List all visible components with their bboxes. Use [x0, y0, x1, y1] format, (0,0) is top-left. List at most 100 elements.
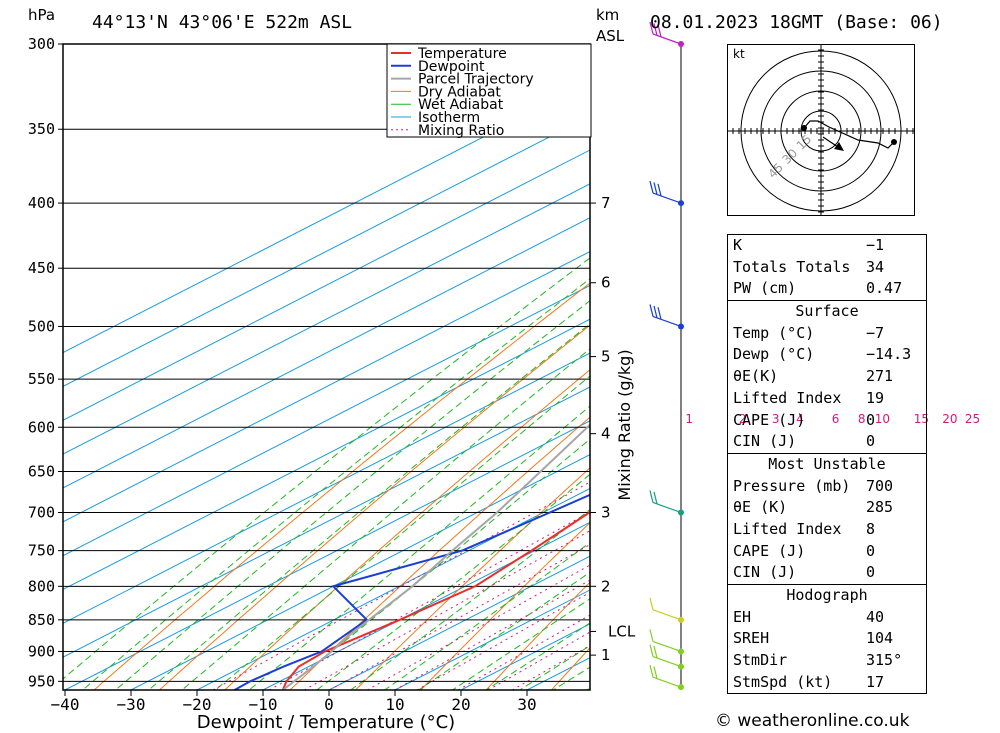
index-label: Temp (°C): [733, 323, 815, 342]
index-value: 0: [866, 410, 876, 429]
index-label: Lifted Index: [733, 519, 842, 538]
wet-adiabat-line: [451, 598, 590, 690]
pressure-tick-label: 400: [28, 194, 55, 212]
isotherm-line: [262, 521, 590, 690]
isotherm-line: [63, 352, 590, 624]
index-label: Dewp (°C): [733, 345, 815, 364]
index-label: CAPE (J): [733, 541, 806, 560]
isotherm-line: [63, 81, 590, 354]
indices-row: Totals Totals 34: [728, 257, 926, 279]
isotherm-line: [63, 284, 590, 557]
mixing-ratio-label: 15: [914, 412, 929, 426]
index-label: CAPE (J): [733, 410, 806, 429]
x-tick-label: 0: [324, 695, 334, 714]
dry-adiabat-line: [930, 44, 1000, 710]
index-value: 0: [866, 541, 876, 560]
x-tick-label: 20: [451, 695, 470, 714]
index-label: PW (cm): [733, 279, 797, 298]
index-value: 315°: [866, 651, 903, 670]
indices-hodograph: Hodograph EH 40 SREH 104 StmDir 315° StmSpd (kt…: [727, 584, 927, 695]
pressure-tick-label: 750: [28, 542, 55, 560]
x-tick-label: −10: [249, 695, 278, 714]
pressure-tick-label: 600: [28, 418, 55, 436]
mixing-ratio-labels: 1 2 3 4 6 8 10 15 20 25: [685, 412, 980, 426]
wind-barb: [652, 656, 682, 668]
isotherm-line: [130, 454, 590, 690]
wind-barb: [652, 640, 682, 653]
wind-barb-feather: [653, 305, 658, 318]
wind-barb-feather: [653, 491, 658, 505]
index-label: Pressure (mb): [733, 476, 851, 495]
index-label: K: [733, 236, 743, 254]
indices-row: SREH 104: [728, 628, 926, 650]
wind-barb-feather: [657, 183, 662, 197]
indices-table: K −1 Totals Totals 34 PW (cm) 0.47 Surface Tem…: [727, 234, 927, 695]
index-label: EH: [733, 607, 752, 626]
credit-text: © weatheronline.co.uk: [715, 711, 910, 731]
index-value: 40: [866, 607, 885, 626]
wind-barb-feather: [649, 629, 654, 642]
wind-barb: [652, 192, 682, 204]
indices-row: Temp (°C) −7: [728, 323, 926, 345]
hodograph-start-dot: [801, 125, 807, 131]
isotherm-line: [63, 386, 590, 658]
indices-row: K −1: [728, 235, 926, 257]
indices-top: K −1 Totals Totals 34 PW (cm) 0.47: [727, 234, 927, 301]
isotherm-line: [63, 183, 590, 455]
km-tick-label: 3: [601, 503, 611, 521]
indices-section-title: Surface: [795, 302, 859, 321]
mixing-ratio-label: 1: [685, 412, 693, 426]
legend-label: Dewpoint: [418, 59, 485, 75]
legend-label: Mixing Ratio: [418, 123, 504, 139]
plot-frame: [62, 43, 591, 691]
series-temperature: [281, 510, 590, 690]
wind-barb-feather: [649, 180, 654, 194]
wind-barb-feather: [649, 664, 654, 678]
wind-profile: [649, 21, 684, 691]
wind-barb-feather: [649, 490, 654, 503]
datetime-title: 08.01.2023 18GMT (Base: 06): [650, 12, 943, 33]
mixing-ratio-label: 20: [942, 412, 957, 426]
hodograph-ring-label: 15: [794, 132, 815, 153]
indices-most-unstable: Most Unstable Pressure (mb) 700 θE (K) 285 Li…: [727, 452, 927, 584]
index-value: 34: [866, 257, 885, 276]
legend-box: [386, 43, 592, 138]
pressure-tick-label: 950: [28, 672, 55, 690]
indices-row: Lifted Index 19: [728, 388, 926, 410]
mixing-ratio-line: [212, 481, 590, 690]
index-value: 0: [866, 432, 876, 451]
isotherm-line: [63, 149, 590, 421]
dry-adiabat-line: [420, 522, 590, 690]
wind-barb-feather: [653, 182, 658, 195]
km-tick-label: LCL: [608, 622, 636, 640]
indices-row: CIN (J) 0: [728, 431, 926, 453]
legend-label: Isotherm: [418, 110, 480, 126]
index-value: 104: [866, 629, 894, 648]
indices-row: Pressure (mb) 700: [728, 476, 926, 498]
index-value: 700: [866, 476, 894, 495]
mixing-ratio-label: 10: [875, 412, 890, 426]
mixing-ratio-line: [303, 530, 590, 690]
hodograph-panel: kt 15 30 45: [727, 44, 915, 216]
index-label: CIN (J): [733, 563, 797, 582]
legend-label: Dry Adiabat: [418, 84, 501, 100]
mixing-ratio-label: 4: [796, 412, 804, 426]
indices-row: CAPE (J) 0: [728, 541, 926, 563]
wet-adiabat-line: [315, 473, 590, 690]
dry-adiabat-line: [485, 581, 590, 690]
index-label: θE(K): [733, 367, 779, 386]
index-value: 17: [866, 672, 885, 691]
km-unit: km: [596, 6, 619, 24]
wind-barb: [652, 501, 682, 514]
wet-adiabat-line: [81, 278, 590, 690]
pressure-tick-label: 650: [28, 463, 55, 481]
index-value: 8: [866, 519, 876, 538]
isotherm-line: [196, 487, 590, 690]
indices-row: θE(K) 271: [728, 366, 926, 388]
wind-barb: [652, 676, 682, 688]
indices-section-title: Most Unstable: [768, 454, 886, 473]
series-dewpoint: [234, 493, 590, 690]
mixing-ratio-label: 3: [772, 412, 780, 426]
